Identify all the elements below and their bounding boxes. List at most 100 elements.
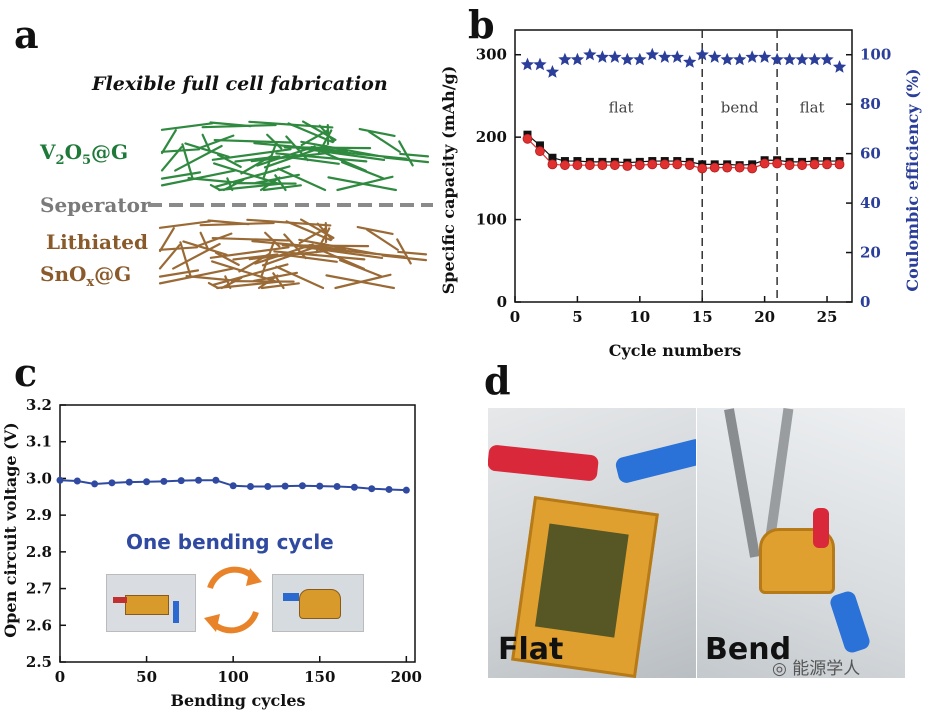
b-point-circle <box>772 158 783 169</box>
b-point-circle <box>834 159 845 170</box>
mesh-fiber <box>246 218 332 227</box>
separator-label: Seperator <box>40 193 151 217</box>
mesh-fiber <box>338 259 383 278</box>
b-point-circle <box>560 160 570 171</box>
c-point <box>229 482 237 490</box>
capacity-efficiency-chart: 0 5 10 15 20 25 0 100 200 300 0 20 40 60 80 100 flat bend… <box>440 29 922 360</box>
b-y2-tick-label: 80 <box>860 95 881 113</box>
b-point-star <box>695 47 709 61</box>
bend-label: Bend <box>705 632 792 667</box>
b-y-tick-label: 0 <box>497 293 507 311</box>
mesh-fiber <box>383 156 430 164</box>
b-x-tick-label: 5 <box>572 308 582 326</box>
b-point-circle <box>747 163 758 174</box>
c-x-tick-label: 150 <box>304 668 335 686</box>
c-point <box>56 476 64 484</box>
flat-label: Flat <box>498 632 564 667</box>
mesh-fiber <box>381 254 428 262</box>
b-point-circle <box>809 159 820 170</box>
mesh-fiber <box>252 271 299 282</box>
mesh-fiber <box>298 227 328 245</box>
mesh-fiber <box>356 225 394 236</box>
b-point-circle <box>647 159 658 170</box>
mesh-fiber <box>181 143 194 181</box>
c-point <box>91 480 99 488</box>
panel-letter-a: a <box>14 12 39 57</box>
mesh-fiber <box>218 182 282 192</box>
b-point-square <box>535 141 544 150</box>
b-point-circle <box>684 160 695 171</box>
mesh-fiber <box>172 242 221 270</box>
separator-dashed-line <box>148 203 433 207</box>
snox-label: SnOx@G <box>40 262 132 290</box>
c-point <box>160 477 168 485</box>
c-y-tick-label: 2.5 <box>26 653 52 671</box>
b-point-circle <box>547 159 558 170</box>
mesh-fiber <box>214 251 240 267</box>
panel-letter-d: d <box>484 358 511 403</box>
mesh-fiber <box>199 231 209 250</box>
b-point-star <box>570 52 585 66</box>
mesh-fiber <box>263 144 328 169</box>
b-point-circle <box>697 163 708 174</box>
b-plot-frame <box>514 29 853 303</box>
mesh-fiber <box>248 249 328 261</box>
b-point-star <box>620 52 634 66</box>
panel-letter-b: b <box>468 2 495 47</box>
mesh-fiber <box>185 275 231 282</box>
red-alligator-clip <box>488 444 600 482</box>
c-point <box>195 476 203 484</box>
mesh-fiber <box>286 155 340 165</box>
mesh-fiber <box>187 177 233 184</box>
mesh-fiber <box>234 155 281 163</box>
c-point <box>316 482 324 490</box>
b-point-circle <box>535 146 545 157</box>
mesh-fiber <box>397 250 428 256</box>
inset-clip-blue-2 <box>283 593 299 601</box>
mesh-fiber <box>201 133 211 152</box>
c-x-tick-label: 50 <box>136 668 157 686</box>
snox-mesh <box>158 218 428 290</box>
mesh-fiber <box>160 146 183 172</box>
watermark: ◎ 能源学人 <box>772 659 861 679</box>
c-y-tick-label: 2.6 <box>26 616 52 634</box>
mesh-fiber <box>158 227 175 253</box>
mesh-fiber <box>160 129 177 155</box>
mesh-fiber <box>160 122 214 131</box>
b-point-circle <box>572 160 583 171</box>
c-y-tick-label: 3.2 <box>26 396 52 414</box>
b-point-star <box>595 50 609 63</box>
mesh-fiber <box>248 120 334 129</box>
fabrication-title: Flexible full cell fabrication <box>92 73 388 95</box>
mesh-fiber <box>216 153 242 169</box>
c-point <box>212 476 220 484</box>
b-point-star <box>782 52 797 66</box>
mesh-fiber <box>201 123 277 129</box>
b-x-tick-label: 20 <box>754 308 775 326</box>
c-y-tick-label: 2.8 <box>26 543 52 561</box>
b-point-star <box>583 47 597 61</box>
b-point-circle <box>622 161 633 171</box>
mesh-fiber <box>254 173 301 184</box>
b-point-circle <box>822 159 832 170</box>
b-point-star <box>770 52 784 66</box>
b-point-circle <box>709 162 720 173</box>
bending-cycle-arrows <box>204 566 262 634</box>
mesh-fiber <box>318 124 335 143</box>
b-region-label: flat <box>800 98 825 116</box>
b-point-circle <box>597 160 608 171</box>
b-point-circle <box>734 162 745 173</box>
c-y-tick-label: 2.9 <box>26 506 52 524</box>
one-bending-cycle-label: One bending cycle <box>126 530 334 554</box>
mesh-fiber <box>285 220 332 242</box>
inset-clip-red <box>113 597 127 603</box>
b-point-star <box>807 52 822 66</box>
mesh-fiber <box>160 171 202 180</box>
c-point <box>402 486 410 494</box>
b-x-tick-label: 15 <box>692 308 713 326</box>
b-point-star <box>658 50 672 63</box>
b-x-axis-title: Cycle numbers <box>609 341 742 360</box>
panel-letter-c: c <box>14 350 38 395</box>
c-y-axis-title: Open circuit voltage (V) <box>1 422 20 637</box>
c-point <box>333 483 341 491</box>
